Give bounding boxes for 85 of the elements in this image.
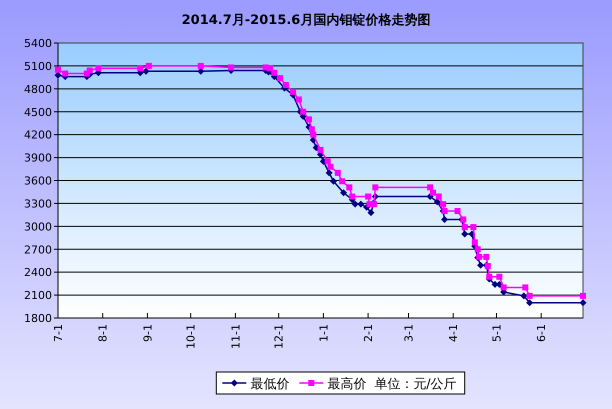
x-tick-label: 1-1 (317, 324, 330, 342)
point (580, 292, 586, 299)
point (526, 292, 533, 299)
point (300, 108, 306, 115)
point (318, 146, 324, 153)
x-tick-label: 6-1 (535, 324, 548, 342)
x-tick-label: 12-1 (272, 324, 286, 349)
point (310, 132, 316, 138)
x-tick-label: 11-1 (229, 324, 242, 349)
point (306, 116, 312, 122)
point (580, 299, 586, 306)
x-tick-label: 3-1 (402, 324, 416, 342)
y-tick-label: 2100 (24, 289, 52, 302)
y-tick-label: 4800 (24, 82, 52, 96)
point (198, 62, 204, 69)
y-tick-label: 5100 (24, 60, 52, 73)
point (334, 170, 341, 176)
point (142, 68, 150, 75)
point (462, 224, 468, 230)
point (328, 164, 334, 170)
text: 单位：元/公斤 (374, 377, 457, 392)
point (330, 178, 337, 185)
x-tick-label: 8-1 (96, 324, 110, 342)
point (365, 194, 372, 200)
x-tick-label: 4-1 (447, 324, 460, 342)
point (54, 72, 62, 79)
point (496, 274, 502, 280)
point (271, 70, 278, 76)
point (526, 299, 534, 306)
point (461, 230, 468, 238)
point (483, 254, 490, 260)
y-tick-label: 3000 (24, 220, 52, 234)
point (339, 178, 346, 184)
point (282, 82, 289, 88)
x-tick-label: 7-1 (52, 324, 65, 342)
point (296, 96, 302, 103)
point (86, 68, 93, 74)
x-tick-label: 9-1 (141, 324, 154, 342)
point (352, 200, 359, 208)
point (454, 208, 461, 214)
point (520, 292, 528, 300)
y-tick-label: 2700 (24, 243, 52, 256)
point (346, 184, 352, 190)
point (367, 209, 374, 216)
point (470, 224, 476, 230)
point (324, 158, 331, 164)
point (277, 75, 284, 82)
y-tick-label: 4500 (24, 106, 52, 119)
point (522, 284, 528, 290)
point (441, 216, 448, 223)
point (372, 184, 378, 190)
y-tick-label: 1800 (24, 312, 52, 325)
point (95, 65, 102, 72)
point (357, 200, 364, 208)
point (137, 65, 144, 72)
x-tick-label: 5-1 (490, 324, 504, 342)
point (326, 169, 333, 176)
point (474, 246, 481, 252)
point (290, 88, 296, 95)
y-tick-label: 3900 (24, 152, 52, 165)
point (197, 68, 204, 75)
x-tick-label: 2-1 (362, 324, 376, 342)
point (440, 201, 446, 208)
legend-label: 最高价 (327, 376, 366, 392)
legend-label: 最低价 (250, 377, 290, 392)
point (267, 65, 274, 72)
y-tick-label: 2400 (24, 266, 52, 280)
point (62, 70, 68, 77)
point (472, 239, 478, 246)
point (340, 189, 348, 196)
y-tick-label: 4200 (24, 128, 52, 142)
y-tick-label: 5400 (24, 37, 52, 50)
x-tick-label: 10-1 (184, 324, 198, 349)
point (427, 184, 434, 190)
point (430, 190, 436, 196)
point (500, 284, 507, 290)
y-tick-label: 3600 (24, 174, 52, 188)
y-tick-label: 3300 (24, 197, 52, 210)
point (477, 262, 484, 269)
chart-title: 2014.7月-2015.6月国内钼锭价格走势图 (182, 12, 430, 28)
point (486, 274, 492, 280)
point (146, 62, 152, 69)
point (228, 64, 234, 70)
point (349, 194, 356, 200)
point (436, 194, 442, 200)
